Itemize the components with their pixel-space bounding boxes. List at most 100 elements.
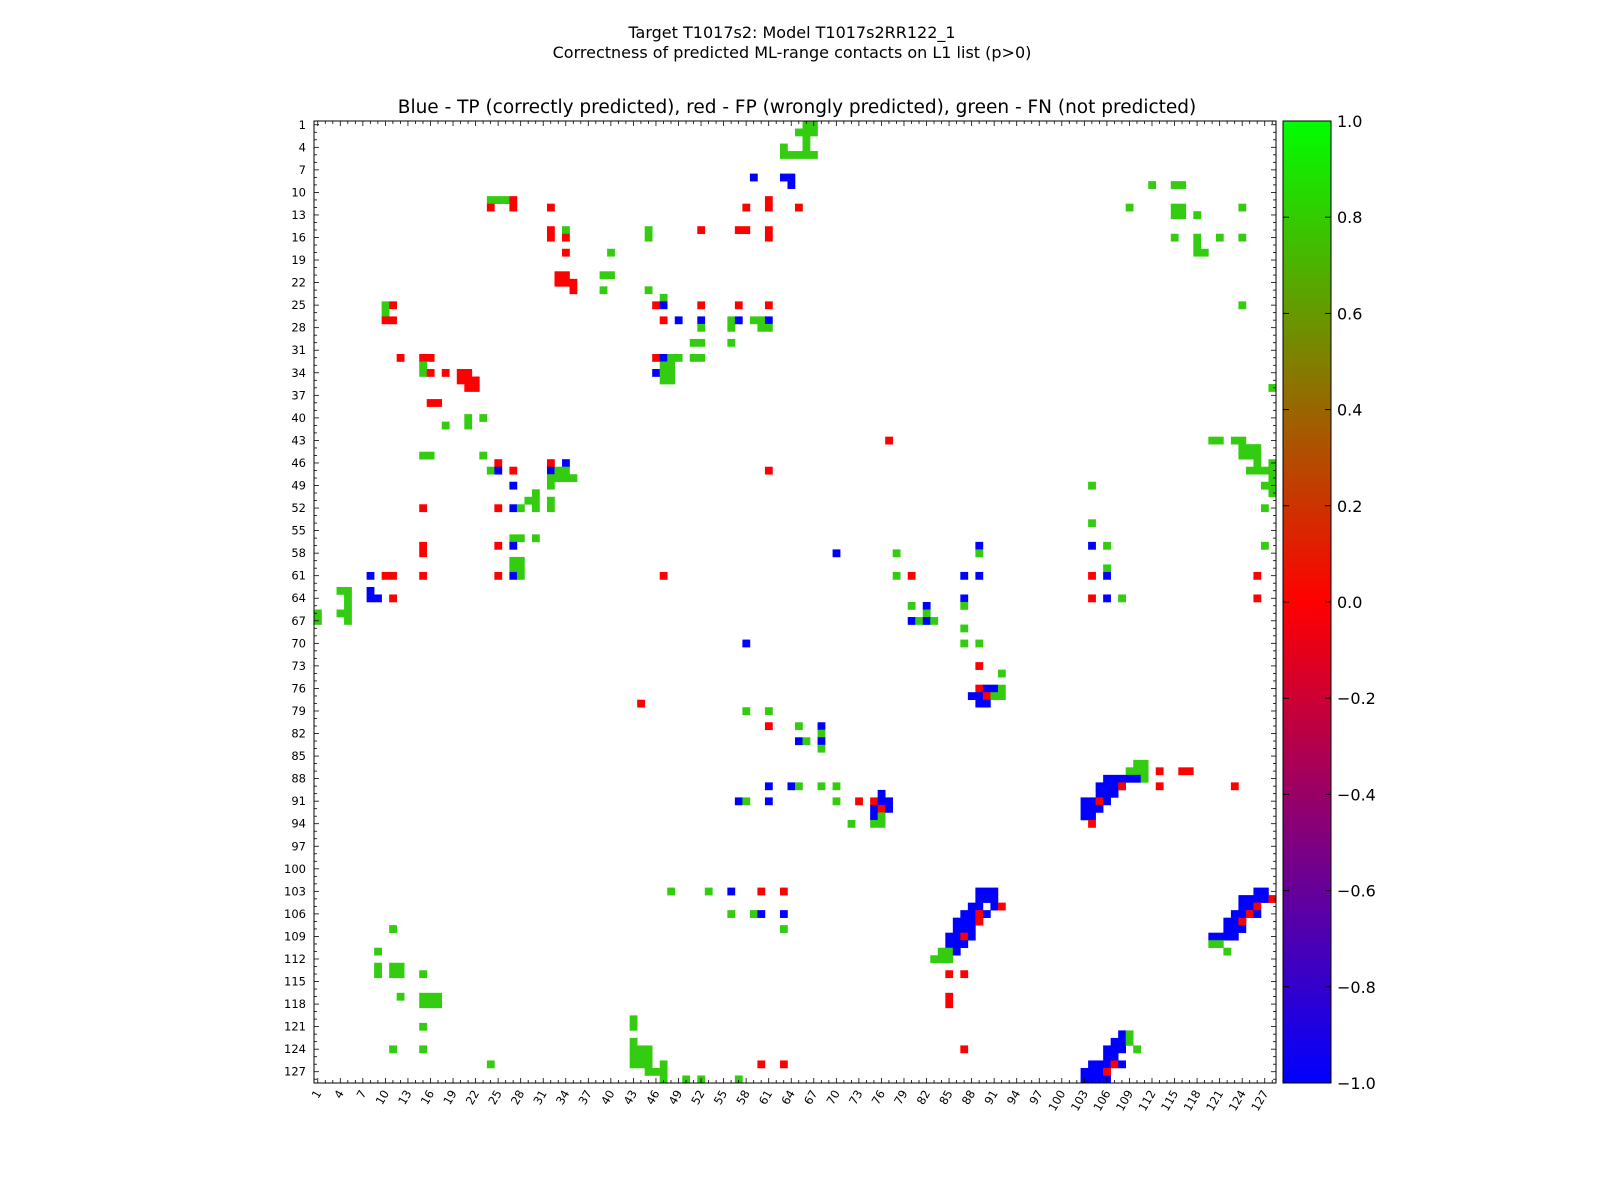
contact-cell-fn [907, 602, 916, 610]
colorbar-tick-label: −0.6 [1337, 882, 1376, 901]
contact-cell-tp [945, 932, 961, 941]
colorbar-tick-label: 0.6 [1337, 304, 1362, 323]
x-tick-label: 118 [1181, 1088, 1204, 1114]
contact-cell-fn [817, 729, 826, 738]
contact-cell-tp [945, 940, 969, 949]
contact-cell-fn [659, 376, 676, 385]
y-tick-label: 79 [291, 704, 306, 718]
contact-cell-fn [1125, 203, 1134, 212]
contact-cell-fp [764, 301, 773, 310]
contact-cell-fn [1133, 759, 1149, 768]
contact-cell-fn [389, 962, 405, 971]
x-tick-label: 28 [508, 1088, 527, 1108]
contact-cell-fp [1095, 797, 1104, 806]
x-tick-label: 124 [1226, 1088, 1249, 1114]
contact-cell-fn [757, 323, 773, 332]
x-tick-label: 109 [1113, 1088, 1136, 1114]
y-tick-label: 76 [291, 681, 306, 695]
contact-cell-fp [982, 692, 991, 701]
x-tick-label: 22 [463, 1088, 482, 1108]
contact-cell-fn [1088, 519, 1096, 528]
contact-cell-fn [629, 1060, 653, 1069]
contact-cell-fn [659, 369, 676, 377]
y-tick-label: 91 [291, 794, 306, 808]
contact-cell-fn [479, 414, 488, 422]
contact-cell-fp [419, 549, 428, 558]
contact-cell-fn [659, 1075, 668, 1084]
contact-cell-fn [1170, 181, 1187, 189]
y-tick-label: 40 [291, 411, 306, 425]
contact-cell-fp [419, 504, 428, 513]
y-tick-label: 67 [291, 614, 306, 628]
y-tick-label: 85 [291, 749, 306, 763]
contact-cell-fp [757, 887, 766, 896]
y-tick-label: 16 [291, 230, 306, 244]
x-tick-label: 34 [553, 1088, 572, 1108]
contact-cell-fp [1088, 819, 1096, 828]
contact-cell-tp [975, 895, 999, 903]
contact-cell-fn [1245, 466, 1277, 475]
contact-cell-fp [509, 196, 518, 204]
contact-cell-tp [1080, 804, 1104, 813]
x-tick-label: 10 [373, 1088, 392, 1108]
contact-cell-fn [697, 323, 706, 332]
x-tick-label: 46 [643, 1088, 662, 1108]
x-tick-label: 61 [756, 1088, 775, 1108]
contact-cell-fp [494, 504, 503, 513]
contact-cell-fp [757, 1060, 766, 1069]
contact-cell-tp [870, 812, 878, 821]
contact-cell-fn [374, 962, 382, 971]
contact-cell-tp [1253, 910, 1262, 918]
contact-cell-fn [930, 617, 939, 625]
contact-cell-fn [802, 143, 811, 152]
contact-cell-tp [832, 549, 841, 558]
contact-cell-fn [1268, 474, 1277, 483]
x-tick-label: 37 [575, 1088, 594, 1108]
contact-cell-fn [779, 925, 788, 933]
contact-cell-fn [877, 812, 886, 821]
contact-cell-tp [877, 789, 886, 798]
contact-cell-fp [1253, 594, 1262, 603]
y-tick-label: 22 [291, 276, 306, 290]
contact-cell-tp [509, 504, 518, 513]
x-tick-label: 67 [801, 1088, 820, 1108]
contact-cell-fn [336, 586, 352, 595]
contact-cell-fn [554, 466, 570, 475]
contact-cell-tp [659, 353, 668, 362]
x-tick-label: 55 [711, 1088, 730, 1108]
contact-cell-fn [344, 617, 352, 625]
x-tick-label: 70 [823, 1088, 842, 1108]
contact-cell-fn [1170, 211, 1187, 220]
contact-cell-tp [885, 804, 894, 813]
contact-cell-fn [1268, 489, 1277, 498]
contact-cell-fn [509, 556, 525, 565]
contact-cell-fn [727, 323, 736, 332]
contact-cell-fn [644, 226, 653, 235]
contact-cell-fn [1238, 451, 1262, 460]
contact-cell-fn [667, 353, 683, 362]
x-tick-label: 106 [1090, 1088, 1113, 1114]
contact-cell-fp [1110, 1060, 1119, 1069]
contact-cell-tp [697, 316, 706, 325]
y-tick-label: 46 [291, 456, 306, 470]
contact-cell-tp [877, 797, 893, 806]
contact-cell-tp [659, 301, 668, 310]
contact-cell-fp [464, 384, 480, 392]
contact-cell-fn [1118, 594, 1126, 603]
contact-cell-fn [892, 571, 901, 580]
y-tick-label: 121 [284, 1020, 306, 1034]
contact-cell-fn [1208, 940, 1224, 949]
contact-cell-fn [997, 684, 1006, 693]
contact-cell-fn [344, 602, 352, 610]
contact-cell-tp [1103, 571, 1111, 580]
x-tick-label: 16 [418, 1088, 437, 1108]
contact-cell-fp [945, 1000, 954, 1009]
y-tick-label: 109 [284, 929, 306, 943]
contact-cell-fn [1208, 436, 1224, 445]
contact-cell-fn [727, 910, 736, 918]
contact-cell-fn [1238, 233, 1247, 242]
contact-cell-fn [1125, 1030, 1134, 1039]
y-tick-label: 13 [291, 208, 306, 222]
contact-cell-fn [802, 737, 811, 746]
